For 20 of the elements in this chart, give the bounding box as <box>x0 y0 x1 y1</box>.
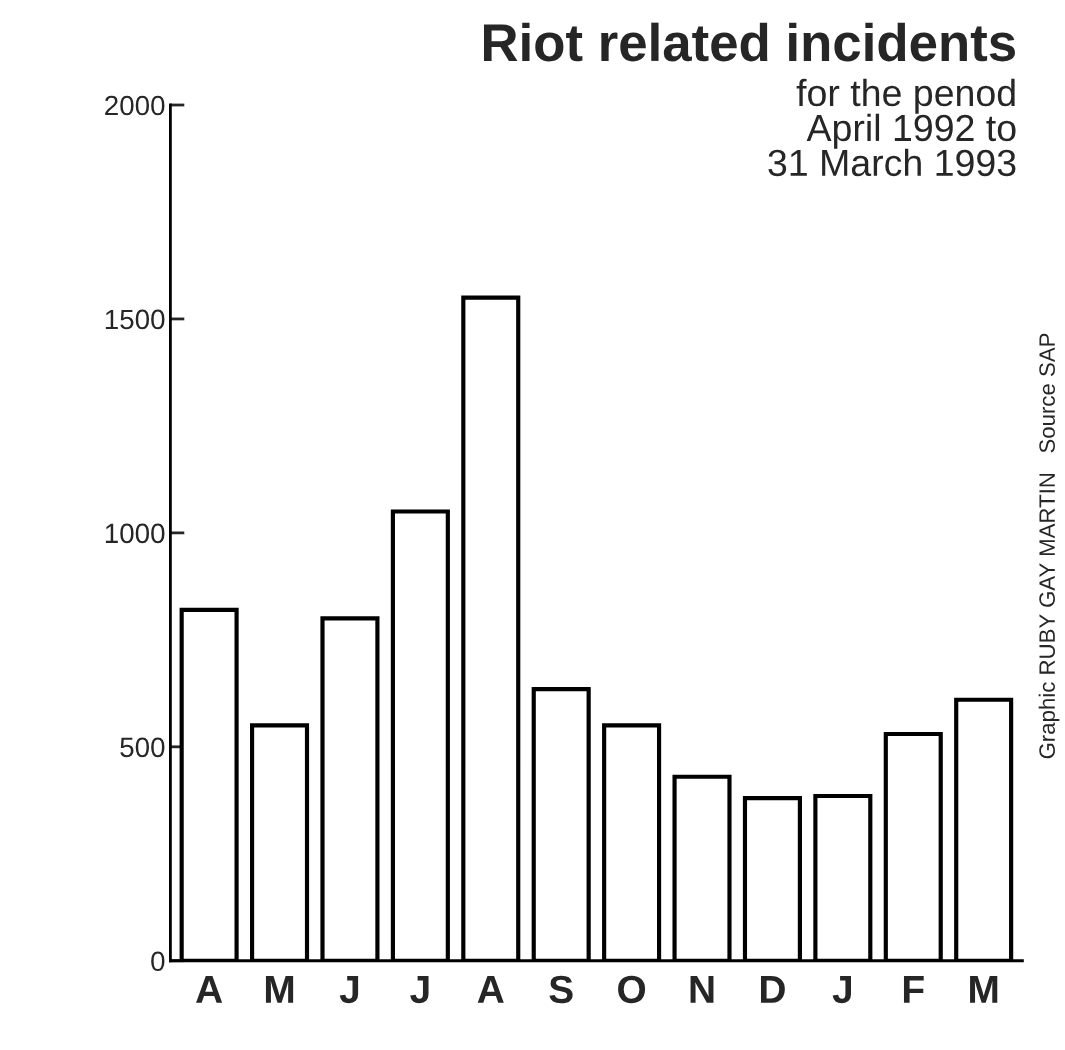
x-tick-label: M <box>970 976 998 1003</box>
y-tick-label: 1500 <box>105 309 165 330</box>
x-tick-label: D <box>760 976 785 1003</box>
y-tick-label: 1000 <box>105 523 165 544</box>
x-tick-label: J <box>832 976 851 1004</box>
y-tick-label: 2000 <box>105 95 165 116</box>
x-tick-label: J <box>410 976 429 1004</box>
text: Graphic RUBY GAY MARTIN Source SAP <box>1038 333 1060 759</box>
y-tick-label: 500 <box>120 737 165 758</box>
x-tick-label: A <box>196 976 223 1003</box>
chart-subtitle: for the penod April 1992 to 31 March 1993 <box>768 78 1016 177</box>
x-tick-label: S <box>549 975 573 1004</box>
x-tick-label: O <box>618 975 646 1004</box>
x-tick-label: J <box>339 976 359 1004</box>
x-tick-label: A <box>477 976 504 1003</box>
x-tick-label: M <box>265 976 294 1003</box>
x-tick-label: N <box>690 976 714 1003</box>
chart-title: Riot related incidents <box>483 22 1015 62</box>
y-tick-label: 0 <box>151 951 165 972</box>
x-tick-label: F <box>903 976 924 1003</box>
